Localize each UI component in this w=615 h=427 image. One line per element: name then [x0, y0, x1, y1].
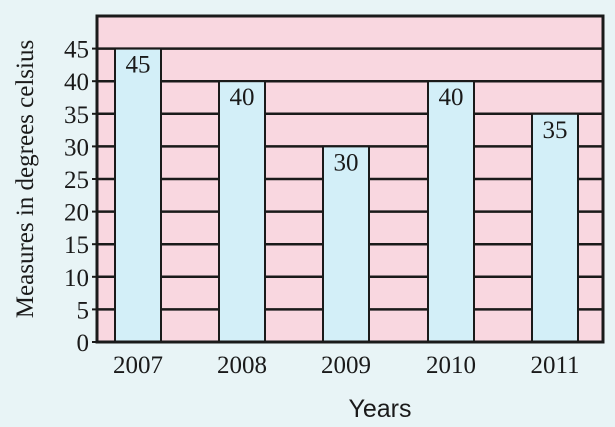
x-axis-title: Years	[348, 395, 411, 423]
x-axis-ticks: 2007 2008 2009 2010 2011	[113, 352, 580, 379]
x-tick-label: 2009	[321, 352, 371, 379]
y-tick-label: 25	[64, 167, 89, 194]
x-tick-label: 2011	[530, 352, 579, 379]
data-label: 40	[439, 84, 464, 111]
x-tick-label: 2007	[113, 352, 163, 379]
y-tick-label: 20	[64, 200, 89, 227]
bars: 45 40 30 40 35	[114, 47, 579, 343]
bar-2007	[114, 47, 162, 343]
y-tick-label: 30	[64, 134, 89, 161]
y-tick-label: 15	[64, 232, 89, 259]
y-tick-label: 10	[64, 265, 89, 292]
bar-2008	[218, 80, 266, 343]
bar-2009	[322, 145, 370, 343]
data-label: 35	[543, 117, 568, 144]
x-tick-label: 2008	[217, 352, 267, 379]
y-tick-label: 35	[64, 102, 89, 129]
data-label: 45	[126, 52, 151, 79]
y-tick-label: 45	[64, 37, 89, 64]
x-tick-label: 2010	[426, 352, 476, 379]
y-axis-title: Measures in degrees celsius	[12, 40, 39, 318]
data-label: 30	[334, 149, 359, 176]
y-tick-label: 0	[77, 330, 90, 357]
y-tick-label: 40	[64, 69, 89, 96]
y-tick-label: 5	[77, 297, 90, 324]
y-axis-ticks: 0 5 10 15 20 25 30 35 40 45	[64, 37, 97, 357]
bar-2011	[531, 112, 579, 343]
plot-frame	[95, 14, 605, 344]
data-label: 40	[230, 84, 255, 111]
bar-2010	[427, 80, 475, 343]
